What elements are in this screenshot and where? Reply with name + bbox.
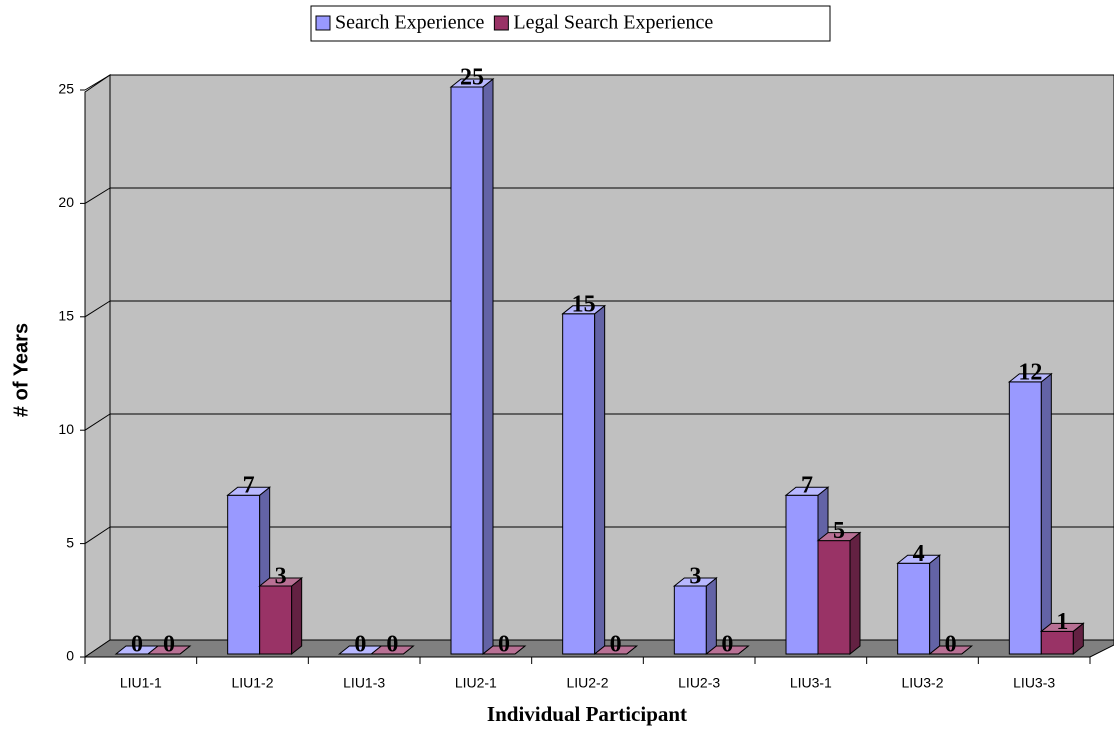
value-label: 7 xyxy=(243,473,255,499)
bar-top xyxy=(593,645,639,655)
value-label: 1 xyxy=(1056,609,1068,635)
bar-front xyxy=(897,562,931,655)
bar-side xyxy=(929,554,941,656)
bar-top xyxy=(1007,373,1053,383)
x-tick-label: LIU1-2 xyxy=(231,675,273,691)
bar-side xyxy=(1040,372,1052,656)
bar-top xyxy=(896,554,942,564)
bar-top xyxy=(672,577,718,587)
bar-front xyxy=(259,585,293,655)
bar-top xyxy=(146,645,192,655)
y-tick-label: 10 xyxy=(58,421,74,437)
y-tick-label: 25 xyxy=(58,81,74,97)
x-axis-title: Individual Participant xyxy=(487,702,687,726)
bar-side xyxy=(705,576,717,656)
bar-front xyxy=(785,494,819,655)
x-tick-label: LIU2-3 xyxy=(678,675,720,691)
grid-line xyxy=(84,413,111,431)
value-label: 3 xyxy=(275,563,287,589)
value-label: 5 xyxy=(833,518,845,544)
x-tick-label: LIU2-1 xyxy=(455,675,497,691)
x-tick-label: LIU3-2 xyxy=(901,675,943,691)
bar-top xyxy=(369,645,415,655)
value-label: 0 xyxy=(163,632,175,658)
bar-top xyxy=(1039,622,1085,632)
grid-line xyxy=(84,526,111,545)
bar-top xyxy=(928,645,974,655)
bar-front xyxy=(450,86,484,655)
value-label: 0 xyxy=(945,632,957,658)
x-tick-label: LIU1-1 xyxy=(120,675,162,691)
grid xyxy=(84,74,1114,545)
bar-side xyxy=(482,77,494,656)
grid-line xyxy=(84,74,111,91)
x-tick-label: LIU2-2 xyxy=(566,675,608,691)
bar-side xyxy=(291,576,303,656)
x-tick-label: LIU3-1 xyxy=(790,675,832,691)
x-tick-label: LIU3-3 xyxy=(1013,675,1055,691)
grid-line xyxy=(84,187,111,204)
y-tick-label: 20 xyxy=(58,194,74,210)
value-label: 15 xyxy=(572,291,596,317)
bar-side xyxy=(594,304,606,656)
value-label: 25 xyxy=(460,65,484,91)
y-tick-label: 0 xyxy=(66,648,74,664)
legend-swatch xyxy=(493,15,509,31)
legend-label: Search Experience xyxy=(335,12,484,34)
value-label: 7 xyxy=(801,473,813,499)
bar-front xyxy=(562,313,596,655)
value-label: 3 xyxy=(689,563,701,589)
bar-top xyxy=(258,577,304,587)
bar-top xyxy=(449,78,495,88)
bar-top xyxy=(816,532,862,542)
bar-side xyxy=(849,531,861,656)
value-label: 0 xyxy=(354,632,366,658)
legend-swatch xyxy=(315,15,331,31)
y-axis-title: # of Years xyxy=(10,323,32,417)
value-label: 0 xyxy=(386,632,398,658)
bar-top xyxy=(784,486,830,496)
y-tick-label: 15 xyxy=(58,308,74,324)
bar-top xyxy=(226,486,272,496)
value-label: 0 xyxy=(498,632,510,658)
value-label: 4 xyxy=(913,541,925,567)
bar-front xyxy=(1008,381,1042,655)
legend-items: Search Experience Legal Search Experience xyxy=(315,12,713,34)
bar-top xyxy=(704,645,750,655)
x-tick-label: LIU1-3 xyxy=(343,675,385,691)
bar-front xyxy=(673,585,707,655)
value-label: 0 xyxy=(131,632,143,658)
grid-line xyxy=(84,300,111,318)
bar-front xyxy=(227,494,261,655)
value-label: 0 xyxy=(610,632,622,658)
y-tick-label: 5 xyxy=(66,534,74,550)
bar-top xyxy=(561,305,607,315)
value-label: 12 xyxy=(1018,359,1042,385)
legend xyxy=(310,5,831,42)
value-label: 0 xyxy=(721,632,733,658)
legend-label: Legal Search Experience xyxy=(513,12,713,34)
side-wall xyxy=(84,74,111,658)
bar-front xyxy=(817,540,851,655)
bar-top xyxy=(481,645,527,655)
